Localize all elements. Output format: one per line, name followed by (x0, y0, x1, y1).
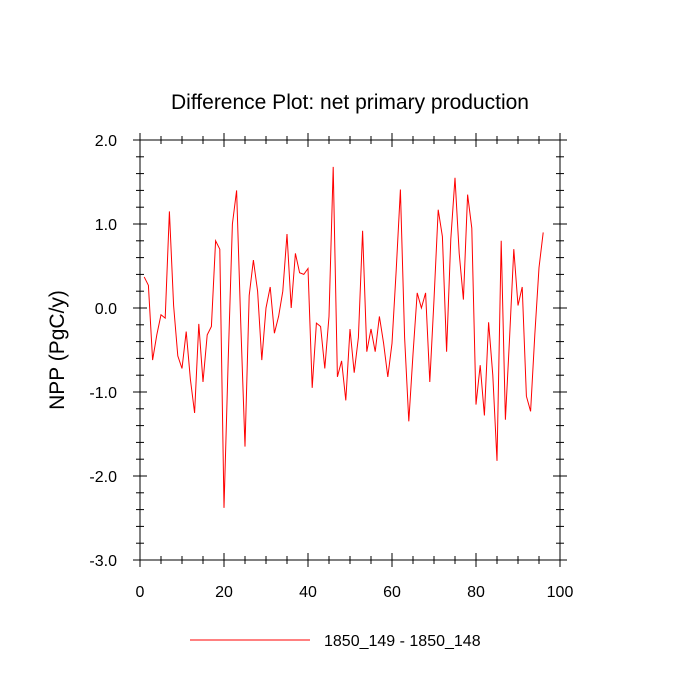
x-tick-label: 20 (215, 584, 233, 601)
y-tick-label: -2.0 (89, 469, 117, 486)
y-tick-label: -1.0 (89, 385, 117, 402)
legend: 1850_149 - 1850_148 (190, 633, 481, 650)
x-tick-labels: 0 20 40 60 80 100 (136, 584, 574, 601)
y-tick-label: 1.0 (95, 217, 117, 234)
series-line (143, 166, 544, 508)
x-tick-label: 40 (299, 584, 317, 601)
y-axis-label: NPP (PgC/y) (46, 290, 69, 410)
x-tick-label: 0 (136, 584, 145, 601)
data-points (144, 167, 543, 508)
minor-ticks (136, 136, 564, 564)
x-tick-label: 80 (467, 584, 485, 601)
x-tick-label: 100 (547, 584, 574, 601)
major-ticks (133, 133, 567, 567)
y-tick-labels: -3.0 -2.0 -1.0 0.0 1.0 2.0 (89, 133, 117, 570)
plot-frame (139, 139, 561, 561)
y-tick-label: 0.0 (95, 301, 117, 318)
chart-title: Difference Plot: net primary production (171, 91, 529, 114)
series-lines (143, 166, 544, 508)
y-tick-label: 2.0 (95, 133, 117, 150)
y-tick-label: -3.0 (89, 553, 117, 570)
x-tick-label: 60 (383, 584, 401, 601)
legend-label: 1850_149 - 1850_148 (324, 633, 481, 650)
